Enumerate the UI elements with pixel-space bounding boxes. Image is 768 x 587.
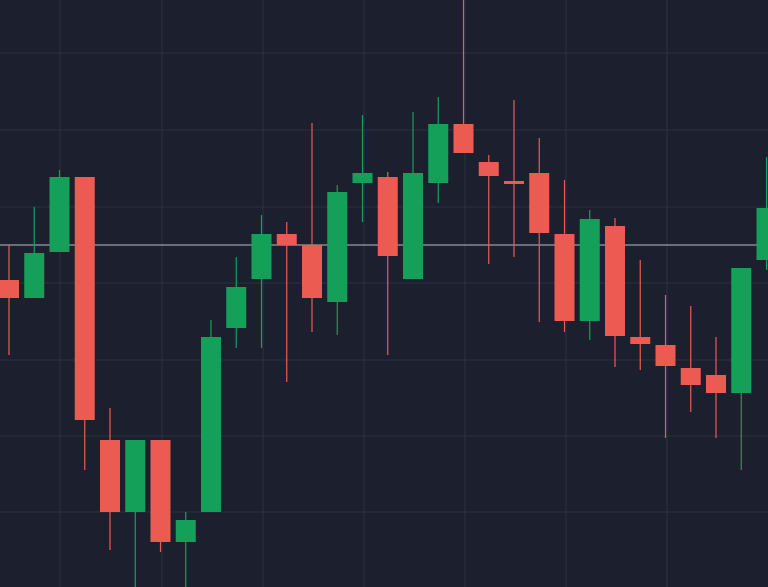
candle-body [201,337,221,512]
candle-body [731,268,752,393]
candle-body [605,226,625,336]
candle-body [352,173,373,183]
candle-body [24,253,45,298]
candle-body [403,173,423,279]
candle-body [554,234,575,321]
candle-body [175,520,196,542]
candle-body [0,280,19,298]
candle-body [630,337,651,344]
candle-body [529,173,550,233]
candle-body [655,345,676,366]
candle-body [680,368,701,385]
candle-body [706,375,726,393]
candle-body [579,219,600,321]
candle-body [74,177,95,420]
candle-body [276,234,297,245]
candle-body [478,162,499,176]
candle-body [226,287,247,328]
candle-body [100,440,120,512]
candle-body [251,234,272,279]
candle-body [377,177,398,256]
candle-body [504,181,524,184]
candle-body [453,124,474,153]
candle-body [302,245,322,298]
candle-body [150,440,171,542]
candle-body [327,192,348,302]
candle-body [125,440,146,512]
candle-body [49,177,70,252]
candle-body [428,124,449,183]
candle-body [756,208,768,260]
